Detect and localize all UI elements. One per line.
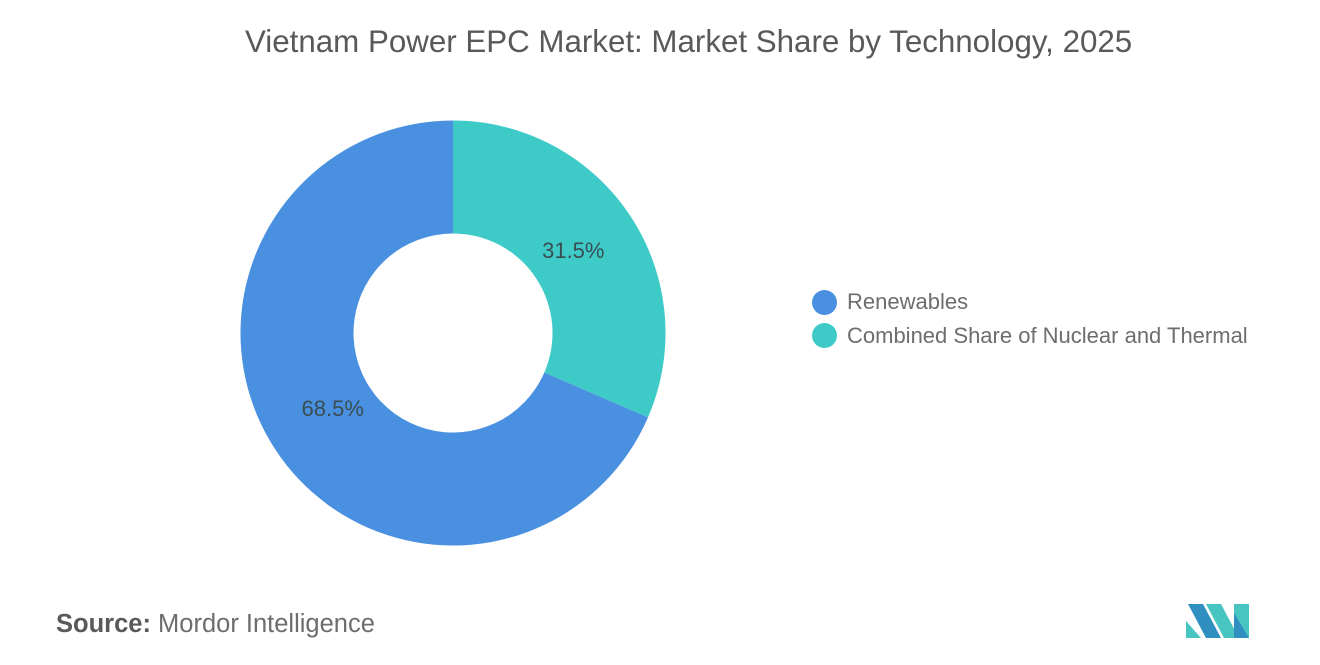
- svg-text:68.5%: 68.5%: [302, 396, 364, 421]
- svg-text:31.5%: 31.5%: [542, 238, 604, 263]
